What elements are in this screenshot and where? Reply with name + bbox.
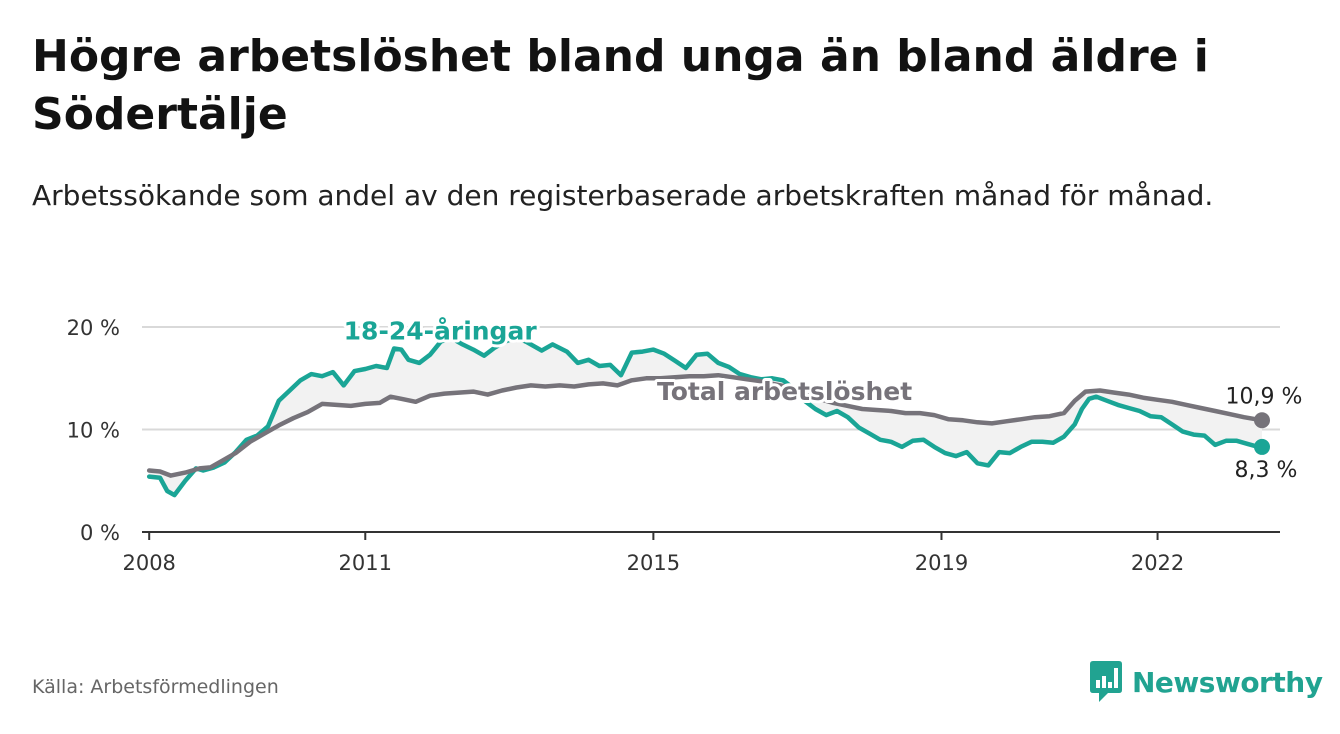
x-tick-label: 2015 bbox=[627, 551, 680, 575]
gap-area bbox=[149, 337, 1262, 495]
x-tick-label: 2022 bbox=[1131, 551, 1184, 575]
y-axis-labels: 0 % 10 % 20 % bbox=[67, 316, 120, 545]
end-label-youth: 8,3 % bbox=[1235, 458, 1298, 483]
y-tick-label: 10 % bbox=[67, 419, 120, 443]
line-chart: 0 % 10 % 20 % 2008 2011 2015 2019 2022 10,9 % 8… bbox=[0, 0, 1340, 650]
end-marker-total bbox=[1254, 412, 1270, 428]
x-tick-label: 2008 bbox=[122, 551, 175, 575]
series-label-total: Total arbetslöshet bbox=[657, 377, 912, 406]
y-tick-label: 0 % bbox=[80, 521, 120, 545]
series-label-youth: 18-24-åringar bbox=[344, 316, 538, 345]
end-marker-youth bbox=[1254, 439, 1270, 455]
brand-logo: Newsworthy bbox=[1088, 660, 1322, 704]
bar-chart-logo-icon bbox=[1088, 660, 1124, 704]
source-note: Källa: Arbetsförmedlingen bbox=[32, 676, 279, 698]
brand-name: Newsworthy bbox=[1132, 666, 1322, 699]
end-label-total: 10,9 % bbox=[1226, 384, 1303, 409]
x-tick-label: 2011 bbox=[339, 551, 392, 575]
x-tick-label: 2019 bbox=[915, 551, 968, 575]
x-axis-ticks: 2008 2011 2015 2019 2022 bbox=[122, 532, 1184, 575]
y-tick-label: 20 % bbox=[67, 316, 120, 340]
